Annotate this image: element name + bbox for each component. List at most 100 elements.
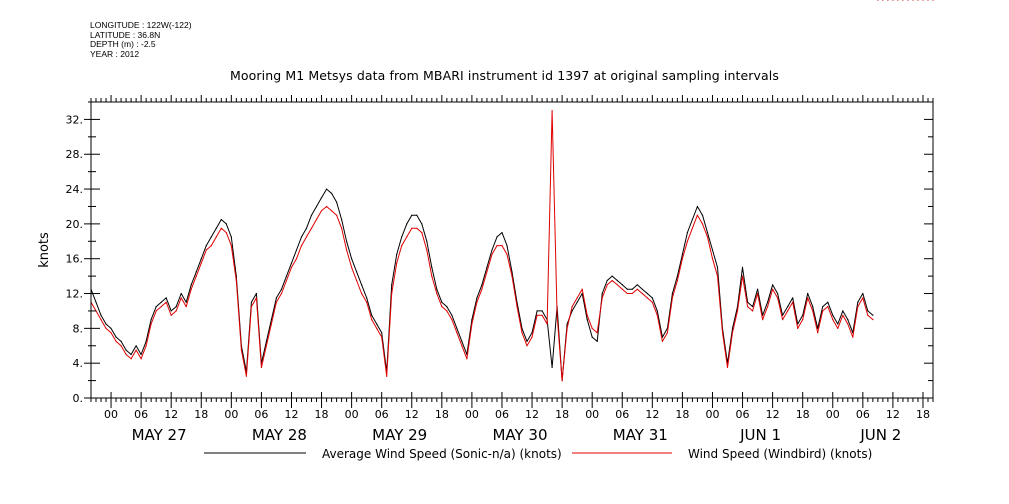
data-point-windbird <box>511 275 513 277</box>
data-point-sonic <box>631 288 633 290</box>
data-point-sonic <box>431 266 433 268</box>
data-point-windbird <box>566 327 568 329</box>
data-point-windbird <box>812 310 814 312</box>
data-point-windbird <box>571 306 573 308</box>
x-tick-label: 00 <box>104 408 118 421</box>
data-point-sonic <box>812 306 814 308</box>
data-point-windbird <box>757 292 759 295</box>
data-point-windbird <box>476 301 478 303</box>
data-point-sonic <box>591 336 593 338</box>
data-point-sonic <box>696 205 699 208</box>
x-tick-label: 18 <box>315 408 329 421</box>
year-text: YEAR : 2012 <box>90 48 140 59</box>
data-point-windbird <box>521 332 523 334</box>
data-point-windbird <box>320 210 323 212</box>
data-point-windbird <box>200 262 202 264</box>
series-line-windbird <box>90 110 874 382</box>
data-point-sonic <box>752 306 754 308</box>
data-point-windbird <box>150 323 152 325</box>
data-point-sonic <box>601 292 603 295</box>
x-tick-label: 12 <box>886 408 900 421</box>
x-day-label: MAY 30 <box>492 426 547 444</box>
data-point-sonic <box>621 284 623 286</box>
data-point-sonic <box>346 240 348 242</box>
data-point-windbird <box>215 236 217 238</box>
plot-frame <box>90 101 934 399</box>
data-point-windbird <box>591 327 593 329</box>
data-point-windbird <box>280 292 283 295</box>
data-point-sonic <box>842 310 844 312</box>
data-point-sonic <box>421 223 423 225</box>
data-point-windbird <box>386 375 388 377</box>
data-point-windbird <box>792 301 794 303</box>
data-point-sonic <box>310 214 313 216</box>
data-point-sonic <box>461 340 463 342</box>
data-point-windbird <box>110 332 112 334</box>
data-point-windbird <box>351 266 353 268</box>
x-tick-label: 12 <box>164 408 178 421</box>
data-point-sonic <box>396 253 398 255</box>
data-point-sonic <box>265 340 267 342</box>
data-point-sonic <box>120 340 122 342</box>
data-point-windbird <box>601 297 603 299</box>
x-tick-label: 12 <box>284 408 298 421</box>
data-point-windbird <box>656 314 658 316</box>
data-point-sonic <box>496 236 498 238</box>
data-point-windbird <box>436 292 438 295</box>
data-point-sonic <box>190 284 192 286</box>
data-point-windbird <box>867 314 869 316</box>
data-point-sonic <box>862 292 864 295</box>
data-point-windbird <box>772 288 774 290</box>
x-day-label: MAY 27 <box>132 426 187 444</box>
data-point-windbird <box>145 345 147 347</box>
data-point-sonic <box>691 218 694 221</box>
data-point-windbird <box>631 292 633 295</box>
data-point-windbird <box>606 284 608 286</box>
x-tick-label: 06 <box>254 408 268 421</box>
data-point-windbird <box>807 297 809 299</box>
data-point-windbird <box>225 232 227 234</box>
data-point-sonic <box>481 284 483 286</box>
data-point-sonic <box>210 236 212 238</box>
data-point-windbird <box>802 319 804 321</box>
data-point-windbird <box>506 253 508 255</box>
y-tick-label: 8. <box>73 322 84 335</box>
data-point-sonic <box>471 319 473 321</box>
data-point-sonic <box>300 236 303 238</box>
data-point-sonic <box>195 271 197 273</box>
x-tick-label: 12 <box>525 408 539 421</box>
data-point-windbird <box>872 319 874 321</box>
data-point-windbird <box>822 310 824 312</box>
data-point-windbird <box>331 210 333 212</box>
data-point-windbird <box>842 314 844 316</box>
data-point-windbird <box>892 0 894 1</box>
x-tick-label: 00 <box>826 408 840 421</box>
data-point-sonic <box>366 297 368 299</box>
legend-label-sonic: Average Wind Speed (Sonic-n/a) (knots) <box>322 447 562 461</box>
data-point-windbird <box>797 327 799 329</box>
data-point-sonic <box>531 332 533 334</box>
data-point-windbird <box>857 306 859 308</box>
data-point-windbird <box>752 310 754 312</box>
data-point-sonic <box>837 323 839 325</box>
data-point-windbird <box>576 297 578 299</box>
data-point-windbird <box>847 323 849 325</box>
data-point-sonic <box>155 306 157 308</box>
data-point-windbird <box>837 327 839 329</box>
data-point-windbird <box>641 292 643 295</box>
data-point-sonic <box>150 319 152 321</box>
data-point-windbird <box>401 245 403 247</box>
data-point-windbird <box>190 288 192 290</box>
data-point-windbird <box>516 306 518 308</box>
data-point-windbird <box>747 306 749 308</box>
data-point-windbird <box>686 240 689 242</box>
data-point-sonic <box>541 310 543 312</box>
data-point-sonic <box>787 306 789 308</box>
data-point-sonic <box>255 292 257 295</box>
data-point-windbird <box>471 323 473 325</box>
data-point-sonic <box>651 297 653 299</box>
y-axis-label: knots <box>37 232 52 268</box>
data-point-sonic <box>596 340 598 342</box>
data-point-sonic <box>847 319 849 321</box>
data-point-windbird <box>195 275 197 277</box>
